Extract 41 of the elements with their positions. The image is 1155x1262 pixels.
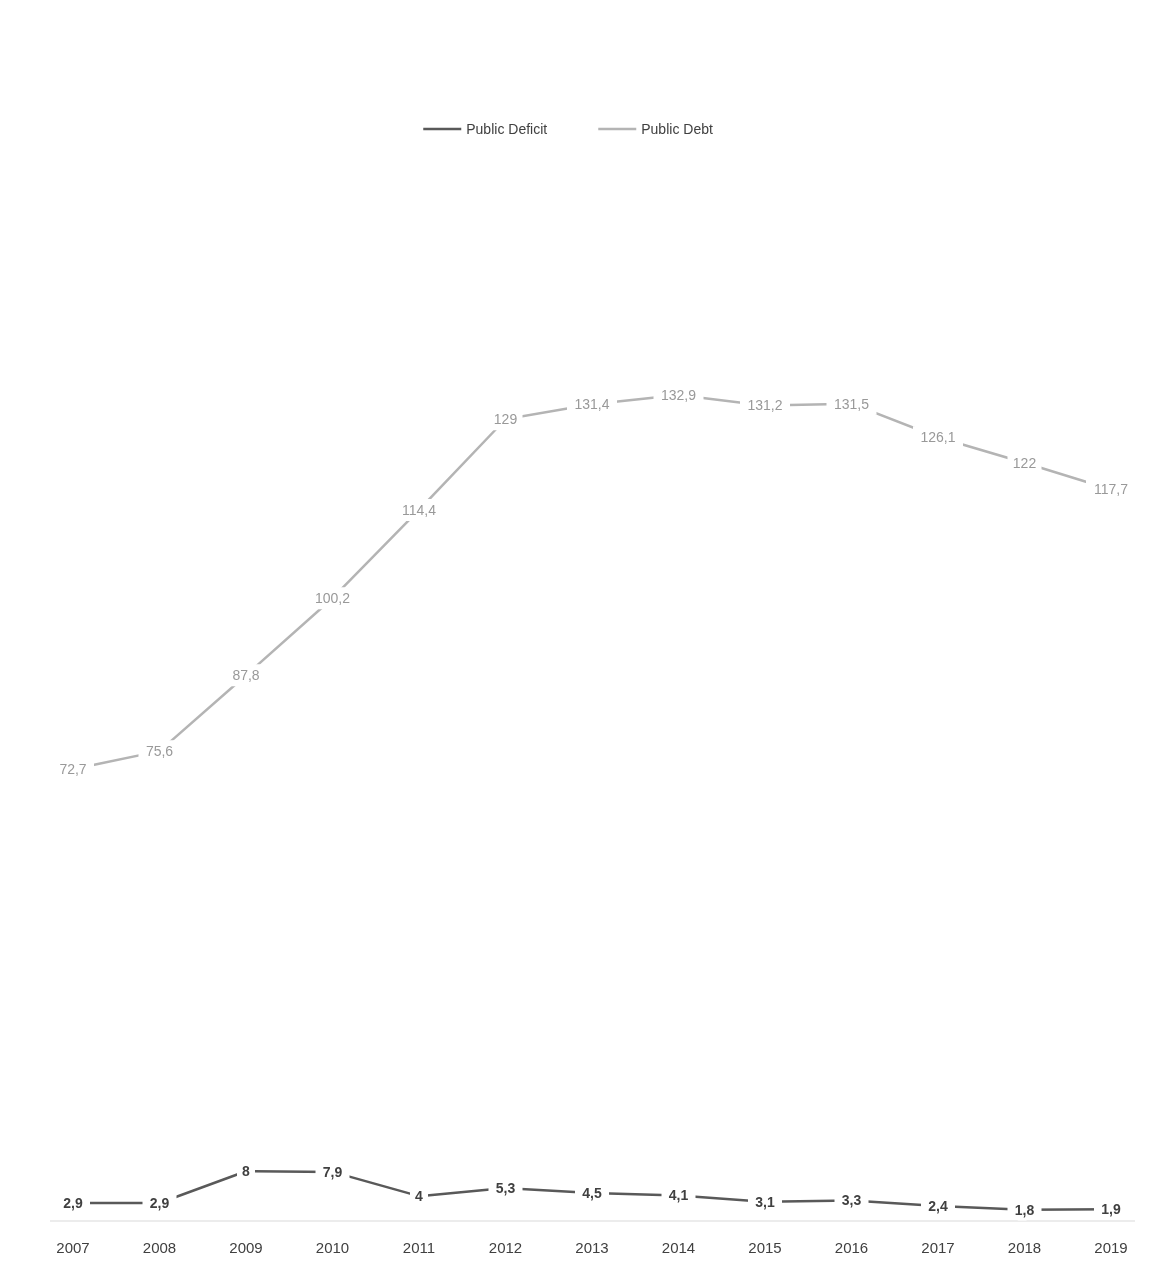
data-label: 2,4: [928, 1197, 948, 1214]
legend-label: Public Debt: [641, 120, 713, 137]
x-tick-label: 2008: [142, 1239, 177, 1257]
x-tick-label: 2015: [748, 1239, 782, 1257]
x-tick-label: 2009: [229, 1239, 263, 1257]
data-label: 1,8: [1014, 1201, 1035, 1218]
data-label: 87,8: [232, 667, 260, 684]
data-label: 126,1: [920, 429, 956, 446]
data-label: 132,9: [660, 386, 697, 403]
data-label: 122: [1012, 454, 1037, 471]
x-tick-label: 2011: [402, 1239, 436, 1257]
data-label: 5,3: [495, 1179, 516, 1196]
x-tick-label: 2014: [661, 1239, 696, 1257]
data-label: 131,2: [747, 397, 783, 414]
x-tick-label: 2012: [488, 1239, 523, 1257]
x-tick-label: 2007: [56, 1239, 90, 1257]
data-label: 3,1: [755, 1193, 775, 1210]
data-label: 8: [242, 1163, 251, 1180]
data-label: 4,1: [668, 1187, 689, 1204]
data-label: 2,9: [63, 1194, 83, 1211]
data-label: 4: [415, 1188, 424, 1205]
x-tick-label: 2018: [1007, 1239, 1042, 1257]
x-tick-label: 2017: [921, 1239, 955, 1257]
x-tick-label: 2013: [575, 1239, 609, 1257]
data-label: 100,2: [314, 590, 351, 607]
x-tick-label: 2010: [315, 1239, 350, 1257]
data-label: 4,5: [582, 1184, 602, 1201]
data-label: 131,4: [574, 396, 610, 413]
data-label: 117,7: [1094, 481, 1129, 498]
x-tick-label: 2016: [834, 1239, 869, 1257]
data-label: 114,4: [402, 501, 437, 518]
data-label: 72,7: [59, 761, 87, 778]
legend-label: Public Deficit: [466, 120, 548, 137]
data-label: 75,6: [145, 743, 174, 760]
data-label: 131,5: [833, 395, 870, 412]
data-label: 2,9: [149, 1194, 170, 1211]
x-tick-label: 2019: [1094, 1239, 1128, 1257]
data-label: 1,9: [1101, 1201, 1121, 1218]
data-label: 129: [493, 411, 518, 428]
data-label: 7,9: [322, 1163, 343, 1180]
data-label: 3,3: [841, 1192, 862, 1209]
